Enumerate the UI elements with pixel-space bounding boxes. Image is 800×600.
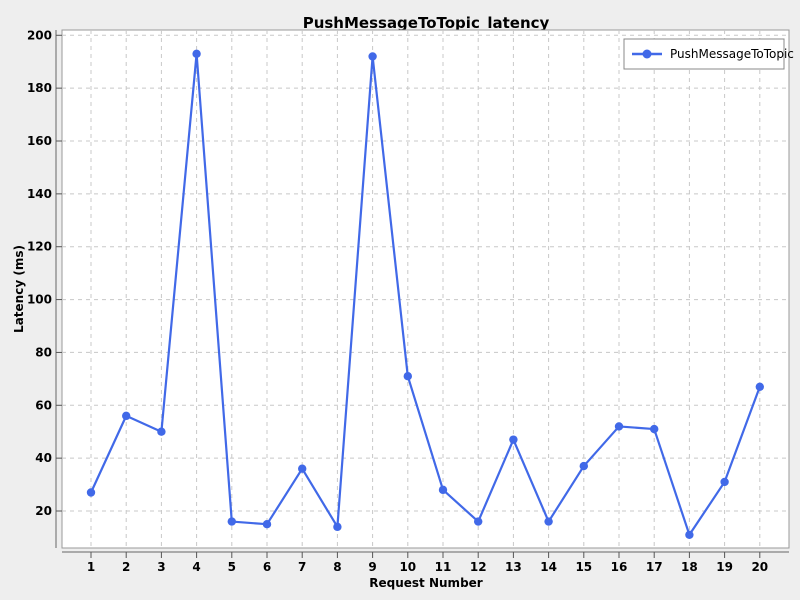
y-tick-label: 120 [27,240,52,254]
x-tick-label: 18 [681,560,698,574]
x-tick-label: 11 [435,560,452,574]
axes [55,30,789,553]
x-tick-label: 2 [122,560,130,574]
y-tick-label: 100 [27,293,52,307]
data-point [227,517,236,526]
data-point [438,485,448,495]
data-point [262,520,272,529]
y-tick-label: 140 [27,187,52,201]
chart-title: PushMessageToTopic_latency [303,14,550,32]
legend: PushMessageToTopic [623,38,794,70]
legend-entry-label: PushMessageToTopic [670,47,794,61]
x-axis-ticks: 1 2 3 4 5 6 7 8 9 10 11 12 13 14 15 16 17 18 19 20 [87,552,768,574]
x-tick-label: 17 [646,560,663,574]
x-tick-label: 9 [368,560,376,574]
data-point [544,517,553,526]
x-tick-label: 14 [540,560,557,574]
x-tick-label: 19 [716,560,733,574]
data-point [157,427,166,436]
data-point [368,52,377,61]
data-point [650,424,659,434]
data-point [720,477,729,487]
y-tick-label: 80 [35,345,52,359]
x-tick-label: 7 [298,560,306,574]
x-tick-label: 10 [399,560,416,574]
x-tick-label: 5 [228,560,236,574]
x-tick-label: 4 [192,560,200,574]
data-point [509,435,518,444]
y-tick-label: 60 [35,398,52,412]
y-axis-ticks: 20 40 60 80 100 120 140 160 180 200 [27,28,62,518]
data-point [614,422,624,431]
x-tick-label: 6 [263,560,271,574]
y-tick-label: 20 [35,504,52,518]
x-tick-label: 16 [611,560,628,574]
grid-lines [62,30,789,548]
data-point [685,530,694,539]
data-point [579,461,588,471]
x-tick-label: 1 [87,560,95,574]
x-axis-label: Request Number [369,576,483,590]
data-point [122,411,131,421]
series-layer [86,49,764,539]
y-tick-label: 160 [27,134,52,148]
x-tick-label: 20 [751,560,768,574]
x-tick-label: 8 [333,560,341,574]
y-tick-label: 40 [35,451,52,465]
x-tick-label: 3 [157,560,165,574]
data-point [403,372,412,381]
y-tick-label: 200 [27,28,52,42]
legend-point-marker [642,49,652,59]
x-tick-label: 13 [505,560,522,574]
plot-area [61,29,790,549]
y-axis-label: Latency (ms) [12,245,26,333]
y-tick-label: 180 [27,81,52,95]
data-point [192,49,201,58]
x-tick-label: 12 [470,560,487,574]
data-point [298,464,307,473]
data-point [755,382,764,391]
data-point [333,522,342,532]
data-point [86,488,96,497]
data-point [474,517,483,526]
x-tick-label: 15 [575,560,592,574]
series-line [90,52,761,536]
